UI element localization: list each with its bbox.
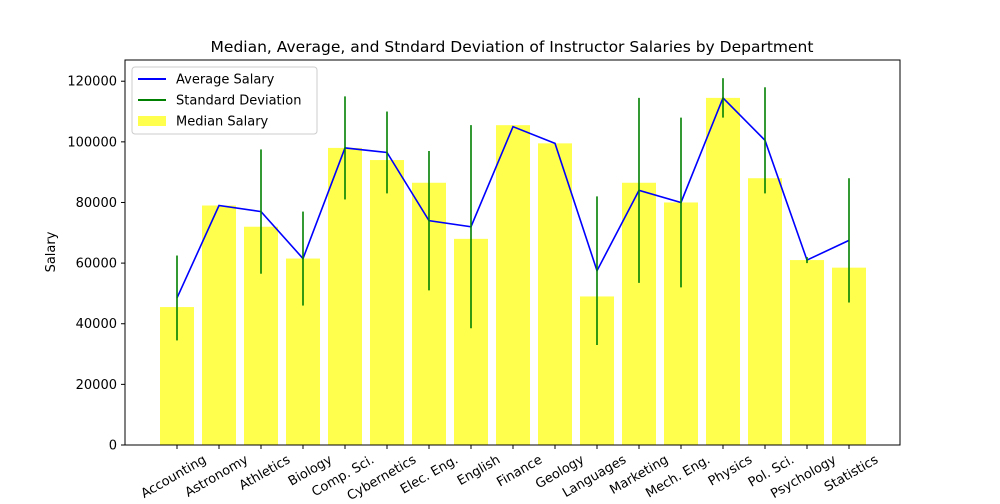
y-tick-label-1: 20000	[76, 378, 117, 393]
average-line	[176, 96, 850, 299]
legend-label-1: Standard Deviation	[176, 94, 301, 109]
chart-title: Median, Average, and Stndard Deviation o…	[211, 38, 814, 56]
error-bars-layer	[176, 78, 850, 345]
bar-5	[370, 160, 404, 445]
legend-swatch-2	[138, 116, 166, 126]
legend: Average Salary Standard Deviation Median S…	[131, 66, 318, 135]
y-axis: 0 20000 40000 60000 80000 100000 120000	[67, 75, 125, 454]
y-tick-label-4: 80000	[76, 196, 117, 211]
bar-8	[496, 125, 530, 446]
line-layer	[176, 96, 850, 299]
bars-layer	[160, 97, 866, 446]
x-tick-label-13: Physics	[706, 452, 755, 489]
y-tick-label-0: 0	[109, 439, 117, 454]
bar-9	[538, 143, 572, 445]
y-tick-label-5: 100000	[67, 135, 117, 150]
bar-1	[202, 205, 236, 445]
legend-box	[131, 66, 318, 135]
y-tick-label-6: 120000	[67, 75, 117, 90]
bar-15	[790, 260, 824, 445]
y-tick-label-2: 40000	[76, 317, 117, 332]
x-axis: AccountingAstronomyAthleticsBiologyComp.…	[139, 445, 881, 504]
y-tick-label-3: 60000	[76, 257, 117, 272]
y-axis-label: Salary	[44, 231, 59, 272]
bar-13	[706, 97, 740, 445]
legend-label-0: Average Salary	[176, 73, 275, 88]
bar-14	[748, 178, 782, 446]
x-tick-label-7: English	[455, 452, 503, 488]
legend-label-2: Median Salary	[176, 115, 269, 130]
